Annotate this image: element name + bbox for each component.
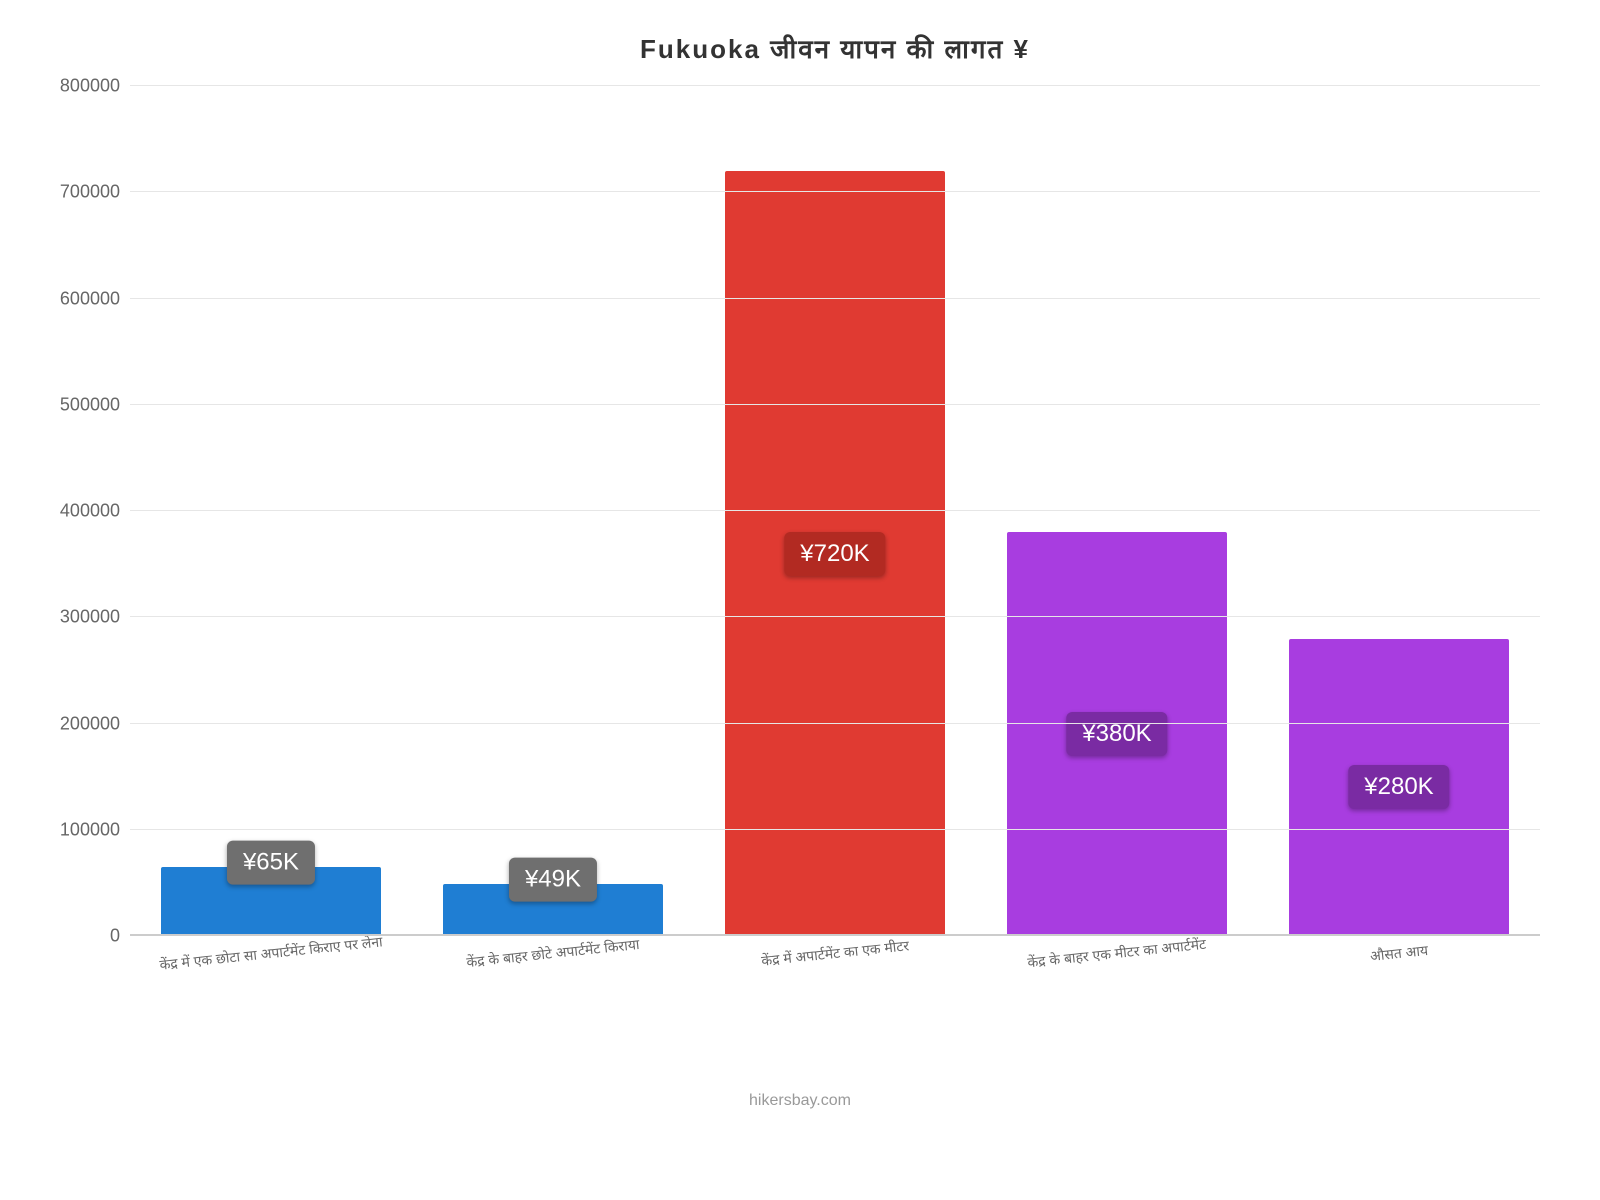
- bar: ¥65K: [161, 867, 381, 936]
- y-tick-label: 200000: [60, 713, 130, 734]
- bar-slot: ¥49K: [412, 86, 694, 936]
- y-tick-label: 300000: [60, 607, 130, 628]
- bar-slot: ¥65K: [130, 86, 412, 936]
- y-tick-label: 800000: [60, 76, 130, 97]
- y-tick-label: 0: [110, 926, 130, 947]
- grid-line: [130, 510, 1540, 511]
- bar-slot: ¥380K: [976, 86, 1258, 936]
- chart-container: Fukuoka जीवन यापन की लागत ¥ ¥65K ¥49K ¥720…: [0, 0, 1600, 1200]
- grid-line: [130, 934, 1540, 936]
- bar: ¥720K: [725, 171, 945, 936]
- y-tick-label: 500000: [60, 394, 130, 415]
- bar-slot: ¥720K: [694, 86, 976, 936]
- plot-area: ¥65K¥49K¥720K¥380K¥280K केंद्र में एक छो…: [130, 86, 1540, 936]
- grid-line: [130, 85, 1540, 86]
- y-tick-label: 600000: [60, 288, 130, 309]
- grid-line: [130, 404, 1540, 405]
- bar-value-label: ¥280K: [1348, 765, 1449, 809]
- grid-line: [130, 829, 1540, 830]
- chart-title: Fukuoka जीवन यापन की लागत ¥: [130, 30, 1540, 66]
- y-tick-label: 100000: [60, 819, 130, 840]
- x-tick-label: औसत आय: [1258, 936, 1540, 963]
- y-tick-label: 700000: [60, 182, 130, 203]
- grid-line: [130, 191, 1540, 192]
- grid-line: [130, 616, 1540, 617]
- bar-value-label: ¥65K: [227, 841, 315, 885]
- x-tick-label: केंद्र में अपार्टमेंट का एक मीटर: [694, 936, 976, 963]
- bar-value-label: ¥380K: [1066, 712, 1167, 756]
- x-axis-labels: केंद्र में एक छोटा सा अपार्टमेंट किराए प…: [130, 936, 1540, 963]
- bar: ¥380K: [1007, 532, 1227, 936]
- grid-line: [130, 723, 1540, 724]
- bar-slot: ¥280K: [1258, 86, 1540, 936]
- source-credit: hikersbay.com: [0, 1092, 1600, 1110]
- bar: ¥49K: [443, 884, 663, 936]
- grid-line: [130, 298, 1540, 299]
- bar-value-label: ¥720K: [784, 532, 885, 576]
- x-tick-label: केंद्र में एक छोटा सा अपार्टमेंट किराए प…: [130, 936, 412, 963]
- bars-group: ¥65K ¥49K ¥720K ¥380K ¥280K: [130, 86, 1540, 936]
- bar: ¥280K: [1289, 639, 1509, 937]
- x-tick-label: केंद्र के बाहर एक मीटर का अपार्टमेंट: [976, 936, 1258, 963]
- bar-value-label: ¥49K: [509, 858, 597, 902]
- y-tick-label: 400000: [60, 501, 130, 522]
- x-tick-label: केंद्र के बाहर छोटे अपार्टमेंट किराया: [412, 936, 694, 963]
